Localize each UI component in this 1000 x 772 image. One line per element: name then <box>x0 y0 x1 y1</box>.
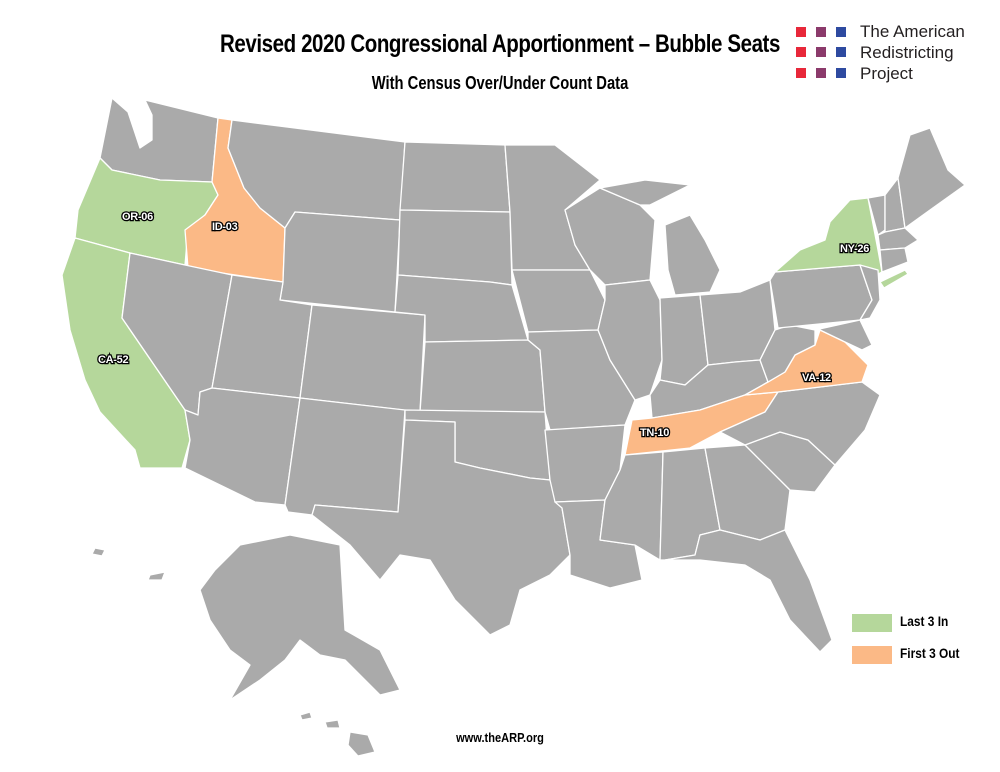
logo-line: Redistricting <box>860 43 954 62</box>
district-label-tn: TN-10 <box>640 427 669 439</box>
state-ak[interactable] <box>199 534 401 701</box>
state-ny-li[interactable] <box>879 269 909 289</box>
state-ct[interactable] <box>879 247 909 273</box>
legend-swatch-last-in <box>852 614 892 632</box>
logo-square <box>836 68 846 78</box>
state-nc[interactable] <box>719 381 881 466</box>
states-layer <box>61 97 966 757</box>
logo-square <box>796 27 806 37</box>
logo-square <box>796 47 806 57</box>
state-me[interactable] <box>897 127 966 229</box>
map-title: Revised 2020 Congressional Apportionment… <box>220 30 780 58</box>
state-mi[interactable] <box>599 179 721 296</box>
district-label-id: ID-03 <box>212 221 238 233</box>
logo-text: The American Redistricting Project <box>860 22 965 85</box>
state-nj[interactable] <box>859 264 881 321</box>
logo-line: Project <box>860 64 913 83</box>
logo-square <box>796 68 806 78</box>
state-sd[interactable] <box>397 209 513 286</box>
state-ak-islands[interactable] <box>91 547 166 581</box>
state-az[interactable] <box>184 387 301 506</box>
district-label-ca: CA-52 <box>98 354 128 366</box>
logo-square <box>836 47 846 57</box>
logo-square <box>816 47 826 57</box>
legend-label: Last 3 In <box>900 613 949 629</box>
map-subtitle: With Census Over/Under Count Data <box>371 73 629 93</box>
state-ia[interactable] <box>511 269 606 333</box>
state-nm[interactable] <box>284 397 406 516</box>
district-label-ny: NY-26 <box>840 243 869 255</box>
legend-swatch-first-out <box>852 646 892 664</box>
state-wy[interactable] <box>279 211 401 313</box>
logo-square <box>816 27 826 37</box>
legend-item-first-out: First 3 Out <box>852 644 992 664</box>
state-il[interactable] <box>597 279 663 401</box>
state-tx[interactable] <box>311 419 571 636</box>
state-hi[interactable] <box>299 711 376 757</box>
district-label-va: VA-12 <box>802 372 831 384</box>
state-pa[interactable] <box>769 264 873 329</box>
district-label-or: OR-06 <box>122 211 153 223</box>
state-fl[interactable] <box>664 529 833 653</box>
arp-logo: The American Redistricting Project <box>790 22 990 84</box>
legend-item-last-in: Last 3 In <box>852 612 992 632</box>
logo-square <box>816 68 826 78</box>
district-labels: OR-06 ID-03 CA-52 NY-26 VA-12 TN-10 <box>97 210 871 441</box>
footer-url[interactable]: www.theARP.org <box>456 730 544 745</box>
logo-line: The American <box>860 22 965 41</box>
state-ks[interactable] <box>419 339 546 413</box>
logo-square <box>836 27 846 37</box>
legend-label: First 3 Out <box>900 645 960 661</box>
state-wa[interactable] <box>99 97 219 183</box>
state-co[interactable] <box>299 304 426 413</box>
state-nd[interactable] <box>399 141 511 213</box>
